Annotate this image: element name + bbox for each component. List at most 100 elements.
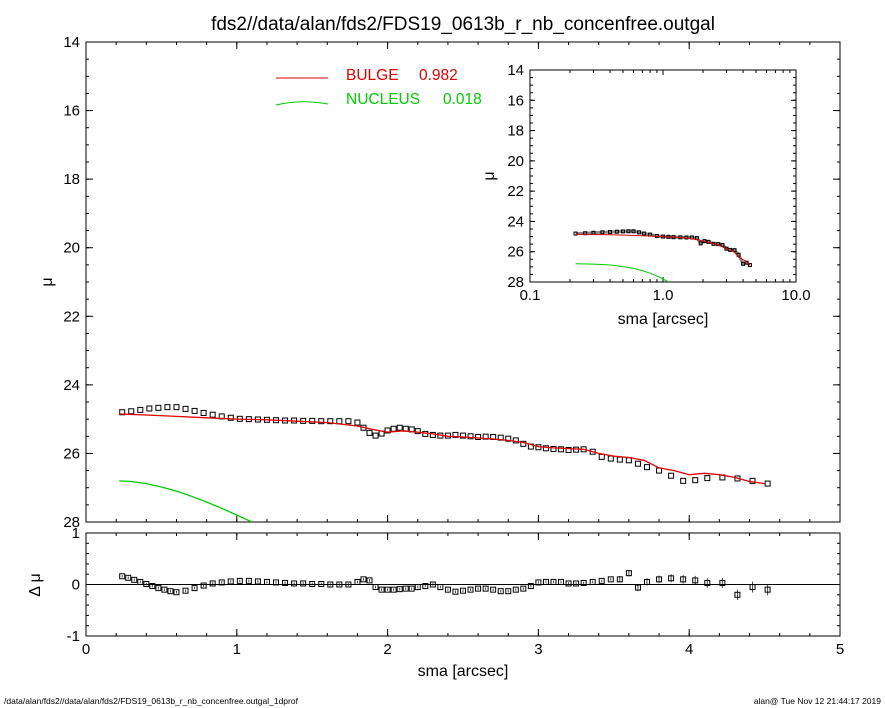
- residual-y-tick-label: 1: [72, 525, 80, 542]
- main-data-point: [200, 409, 207, 416]
- main-data-point: [607, 455, 614, 462]
- main-data-point: [692, 477, 699, 484]
- main-data-point: [598, 453, 605, 460]
- main-data-point: [668, 472, 675, 479]
- main-y-tick-label: 26: [63, 445, 80, 462]
- inset-data-point: [600, 230, 605, 235]
- main-data-point: [209, 411, 216, 418]
- main-data-point: [643, 464, 650, 471]
- residual-y-tick-label: -1: [67, 628, 80, 645]
- main-data-point: [318, 418, 325, 425]
- residual-data-point: [167, 588, 174, 595]
- main-data-point: [227, 414, 234, 421]
- inset-panel: 0.1 1.0 10.0 14 16 18 20 22 24 26 28 μ sma [arcse…: [481, 62, 811, 328]
- inset-y-tick-label: 26: [507, 244, 524, 261]
- inset-data-point: [573, 231, 578, 236]
- main-data-point: [680, 477, 687, 484]
- residual-data-point: [520, 585, 527, 592]
- main-data-point: [396, 424, 403, 431]
- residual-x-tick-label: 5: [836, 641, 844, 658]
- inset-x-tick-label: 0.1: [520, 287, 541, 304]
- x-axis-label: sma [arcsec]: [418, 663, 509, 680]
- main-data-point: [345, 418, 352, 425]
- main-data-point: [155, 404, 162, 411]
- residual-data-point: [191, 585, 198, 592]
- main-data-point: [460, 432, 466, 439]
- inset-y-tick-label: 16: [507, 92, 524, 109]
- residual-data-point: [490, 586, 497, 593]
- main-data-point: [452, 431, 459, 438]
- inset-x-ticks: 0.1 1.0 10.0: [520, 70, 811, 304]
- residual-data-point: [764, 586, 771, 593]
- main-marks: [119, 404, 771, 522]
- inset-x-tick-label: 1.0: [653, 287, 674, 304]
- main-data-point: [137, 406, 144, 413]
- residual-data-point: [408, 585, 415, 592]
- main-data-point: [390, 425, 397, 432]
- main-data-point: [164, 404, 171, 411]
- inset-marks: [573, 229, 752, 282]
- inset-data-point: [741, 261, 746, 266]
- main-data-point: [414, 428, 421, 435]
- residual-data-point: [291, 580, 298, 587]
- main-data-point: [542, 445, 549, 452]
- inset-x-tick-label: 10.0: [781, 287, 810, 304]
- residual-data-point: [318, 580, 325, 587]
- residual-data-point: [245, 577, 252, 584]
- main-nucleus-line: [119, 480, 253, 522]
- main-y-tick-label: 28: [63, 514, 80, 531]
- residual-data-point: [580, 579, 587, 586]
- inset-y-tick-label: 14: [507, 62, 524, 79]
- legend-nucleus-value: 0.018: [443, 91, 482, 108]
- residual-data-point: [656, 576, 663, 583]
- residual-data-point: [309, 580, 316, 587]
- main-data-point: [146, 405, 153, 412]
- legend: BULGE 0.982 NUCLEUS 0.018: [275, 67, 482, 108]
- legend-bulge-value: 0.982: [419, 67, 458, 84]
- residual-data-point: [573, 580, 580, 587]
- main-data-point: [119, 409, 126, 416]
- inset-y-tick-label: 28: [507, 274, 524, 291]
- inset-y-tick-label: 20: [507, 153, 524, 170]
- residual-marks: [86, 569, 840, 601]
- main-y-axis-label: μ: [39, 277, 56, 286]
- footer-file-path: /data/alan/fds2//data/alan/fds2/FDS19_06…: [4, 696, 298, 706]
- residual-x-tick-label: 3: [534, 641, 542, 658]
- main-data-point: [366, 429, 373, 436]
- residual-data-point: [512, 586, 519, 593]
- inset-data-point: [724, 246, 729, 251]
- main-y-tick-label: 16: [63, 103, 80, 120]
- residual-x-tick-label: 0: [82, 641, 90, 658]
- chart-title: fds2//data/alan/fds2/FDS19_0613b_r_nb_co…: [211, 14, 715, 35]
- residual-data-point: [236, 577, 243, 584]
- residual-data-point: [704, 579, 711, 586]
- residual-data-point: [668, 575, 675, 582]
- main-data-point: [191, 407, 198, 414]
- inset-data-point: [608, 230, 613, 235]
- main-data-point: [512, 437, 519, 444]
- inset-background: [530, 70, 796, 282]
- residual-data-point: [422, 583, 429, 590]
- residual-y-ticks: -1 0 1: [67, 525, 840, 645]
- residual-data-point: [182, 587, 189, 594]
- residual-data-point: [378, 586, 385, 593]
- main-data-point: [558, 446, 565, 453]
- residual-x-tick-label: 1: [233, 641, 241, 658]
- inset-data-point: [642, 231, 647, 236]
- legend-nucleus-swatch: [275, 101, 329, 106]
- main-data-point: [505, 435, 512, 442]
- main-y-tick-label: 20: [63, 240, 80, 257]
- main-data-point: [565, 447, 572, 453]
- main-data-point: [749, 477, 756, 484]
- residual-y-tick-label: 0: [72, 577, 80, 594]
- main-y-ticks: 14 16 18 20 22 24 26 28: [63, 34, 840, 531]
- inset-data-point: [732, 248, 737, 253]
- residual-data-point: [692, 577, 699, 584]
- main-y-tick-label: 22: [63, 308, 80, 325]
- main-data-point: [372, 432, 379, 439]
- residual-data-point: [396, 586, 403, 593]
- inset-data-point: [626, 229, 631, 234]
- inset-data-point: [620, 229, 625, 234]
- residual-data-point: [505, 588, 512, 595]
- inset-nucleus-line: [575, 263, 669, 282]
